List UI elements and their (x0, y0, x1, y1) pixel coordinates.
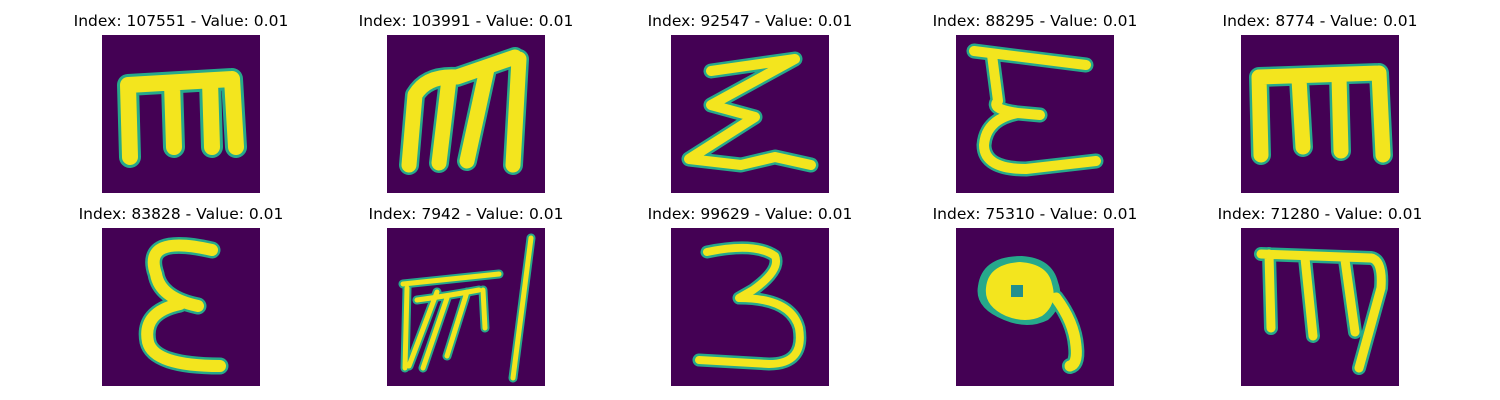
glyph-m-curly (1254, 247, 1389, 375)
digit-image (102, 35, 260, 193)
digit-image (1241, 228, 1399, 386)
digit-image (387, 35, 545, 193)
digit-image (956, 228, 1114, 386)
panel-title: Index: 75310 - Value: 0.01 (932, 205, 1138, 223)
panel-title: Index: 88295 - Value: 0.01 (932, 12, 1138, 30)
glyph-epsilon (138, 236, 229, 375)
glyph-scribble (398, 233, 536, 383)
glyph-epsilon (966, 43, 1104, 177)
digit-image (387, 228, 545, 386)
glyph-three (692, 241, 807, 371)
digit-image (102, 228, 260, 386)
glyph-blob (977, 256, 1085, 374)
digit-image (956, 35, 1114, 193)
digit-image (671, 35, 829, 193)
panel-title: Index: 7942 - Value: 0.01 (368, 205, 564, 223)
digit-image (671, 228, 829, 386)
panel-title: Index: 103991 - Value: 0.01 (358, 12, 574, 30)
glyph-m-block (117, 68, 247, 168)
panel-title: Index: 71280 - Value: 0.01 (1217, 205, 1423, 223)
digit-image (1241, 35, 1399, 193)
glyph-m-slanted (399, 47, 529, 175)
panel-title: Index: 92547 - Value: 0.01 (647, 12, 853, 30)
panel-title: Index: 107551 - Value: 0.01 (73, 12, 289, 30)
glyph-m-block (1249, 63, 1393, 165)
panel-title: Index: 99629 - Value: 0.01 (647, 205, 853, 223)
panel-title: Index: 8774 - Value: 0.01 (1222, 12, 1418, 30)
glyph-sigma (681, 51, 819, 173)
panel-title: Index: 83828 - Value: 0.01 (78, 205, 284, 223)
